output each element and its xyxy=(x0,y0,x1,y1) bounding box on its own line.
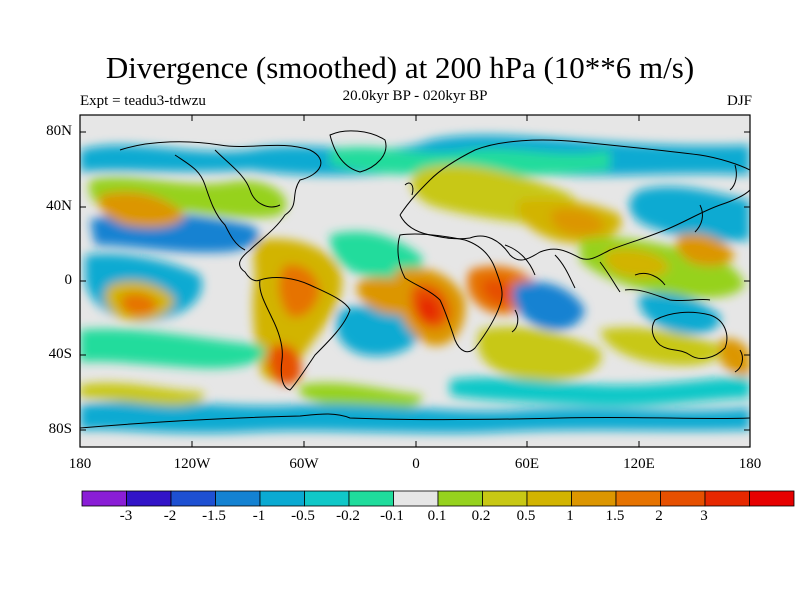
colorbar-swatch xyxy=(660,490,706,507)
experiment-label: Expt = teadu3-tdwzu xyxy=(80,93,206,109)
colorbar-swatch xyxy=(437,490,483,507)
colorbar-swatch xyxy=(215,490,261,507)
chart-title: Divergence (smoothed) at 200 hPa (10**6 … xyxy=(105,50,695,85)
colorbar-label: 2 xyxy=(655,508,663,524)
colorbar xyxy=(81,490,795,507)
coastlines xyxy=(80,130,750,429)
colorbar-label: 0.2 xyxy=(471,508,491,524)
colorbar-swatch xyxy=(482,490,528,507)
colorbar-label: 1.5 xyxy=(605,508,625,524)
colorbar-swatch xyxy=(393,490,439,507)
x-tick-label: 120E xyxy=(623,456,655,472)
colorbar-swatch xyxy=(126,490,172,507)
y-tick-label: 80S xyxy=(48,421,72,437)
colorbar-label: -1 xyxy=(252,508,266,524)
x-tick-label: 60W xyxy=(289,456,319,472)
colorbar-label: 3 xyxy=(700,508,708,524)
colorbar-swatch xyxy=(571,490,617,507)
colorbar-label: -3 xyxy=(119,508,133,524)
colorbar-swatch xyxy=(259,490,305,507)
x-axis-ticks xyxy=(79,115,751,447)
y-axis-ticks xyxy=(80,131,750,431)
chart-subtitle: 20.0kyr BP - 020kyr BP xyxy=(342,88,488,104)
colorbar-label: 0.1 xyxy=(427,508,447,524)
colorbar-swatch xyxy=(170,490,216,507)
season-label: DJF xyxy=(726,93,752,109)
x-tick-label: 180 xyxy=(738,456,762,472)
x-tick-label: 60E xyxy=(514,456,540,472)
divergence-field xyxy=(80,135,750,434)
colorbar-label: -2 xyxy=(163,508,177,524)
y-tick-label: 40S xyxy=(48,346,72,362)
x-tick-label: 120W xyxy=(173,456,211,472)
colorbar-label: -0.1 xyxy=(380,508,404,524)
colorbar-swatch xyxy=(348,490,394,507)
y-tick-label: 80N xyxy=(46,123,72,139)
x-tick-label: 180 xyxy=(68,456,92,472)
colorbar-label: 1 xyxy=(566,508,574,524)
y-tick-label: 40N xyxy=(46,198,72,214)
colorbar-swatch xyxy=(704,490,750,507)
colorbar-label: -0.5 xyxy=(291,508,315,524)
colorbar-swatch xyxy=(749,490,795,507)
colorbar-swatch xyxy=(304,490,350,507)
colorbar-label: 0.5 xyxy=(516,508,536,524)
colorbar-swatch xyxy=(81,490,127,507)
y-tick-label: 0 xyxy=(64,272,73,288)
colorbar-label: -1.5 xyxy=(202,508,226,524)
colorbar-swatch xyxy=(615,490,661,507)
colorbar-swatch xyxy=(526,490,572,507)
x-tick-label: 0 xyxy=(412,456,420,472)
colorbar-label: -0.2 xyxy=(336,508,360,524)
